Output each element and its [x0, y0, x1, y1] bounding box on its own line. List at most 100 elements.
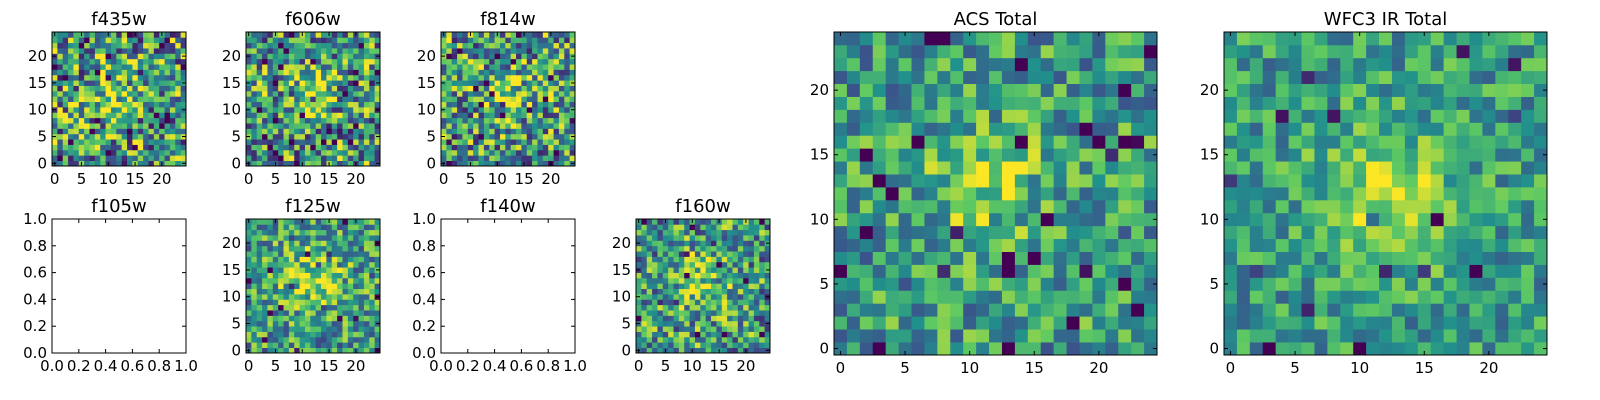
heatmap-cell: [764, 277, 771, 284]
heatmap-cell: [148, 90, 155, 97]
heatmap-cell: [467, 37, 474, 44]
x-tick-label: 15: [126, 170, 145, 188]
heatmap-cell: [1417, 161, 1432, 175]
heatmap-cell: [521, 107, 528, 113]
heatmap-cell: [310, 304, 317, 311]
heatmap-cell: [558, 133, 565, 140]
heatmap-cell: [564, 101, 570, 108]
heatmap-cell: [110, 160, 117, 167]
heatmap-cell: [110, 155, 117, 161]
heatmap-cell: [705, 294, 712, 300]
heatmap-cell: [256, 149, 263, 156]
heatmap-cell: [164, 144, 171, 151]
heatmap-cell: [1092, 187, 1106, 201]
heatmap-cell: [1508, 174, 1522, 188]
heatmap-cell: [321, 272, 327, 279]
heatmap-cell: [505, 32, 512, 38]
heatmap-cell: [1092, 225, 1106, 240]
heatmap-cell: [859, 122, 874, 136]
heatmap-cell: [1249, 135, 1264, 149]
heatmap-cell: [542, 123, 549, 129]
heatmap-cell: [89, 101, 96, 108]
heatmap-cell: [110, 144, 117, 151]
heatmap-cell: [1417, 316, 1432, 330]
heatmap-cell: [748, 288, 755, 295]
heatmap-cell: [153, 69, 160, 76]
heatmap-cell: [673, 342, 680, 348]
heatmap-cell: [705, 331, 712, 338]
heatmap-cell: [510, 101, 517, 108]
heatmap-cell: [1495, 329, 1509, 343]
heatmap-cell: [246, 336, 252, 343]
heatmap-cell: [950, 187, 964, 201]
heatmap-cell: [137, 96, 144, 103]
heatmap-cell: [116, 64, 123, 70]
heatmap-cell: [358, 288, 365, 295]
heatmap-cell: [363, 128, 370, 135]
heatmap-cell: [963, 277, 977, 291]
heatmap-cell: [911, 161, 925, 175]
heatmap-cell: [1118, 316, 1132, 330]
heatmap-cell: [116, 123, 123, 129]
heatmap-cell: [1495, 212, 1509, 227]
heatmap-cell: [641, 229, 648, 236]
heatmap-cell: [483, 144, 490, 151]
heatmap-cell: [1001, 187, 1016, 201]
heatmap-cell: [256, 139, 263, 145]
heatmap-cell: [483, 128, 490, 135]
heatmap-cell: [510, 144, 517, 151]
heatmap-cell: [737, 251, 744, 257]
heatmap-cell: [646, 267, 653, 273]
heatmap-cell: [1404, 316, 1419, 330]
heatmap-cell: [737, 256, 744, 263]
heatmap-cell: [78, 48, 85, 54]
heatmap-cell: [288, 101, 295, 108]
heatmap-cell: [267, 160, 274, 167]
heatmap-cell: [1379, 290, 1393, 304]
heatmap-cell: [748, 347, 755, 354]
heatmap-cell: [180, 90, 187, 97]
heatmap-cell: [885, 135, 899, 149]
heatmap-cell: [1053, 57, 1067, 72]
heatmap-cell: [1314, 57, 1328, 72]
heatmap-cell: [976, 238, 990, 252]
heatmap-cell: [1288, 57, 1302, 72]
heatmap-cell: [1327, 212, 1341, 227]
heatmap-cell: [94, 42, 101, 49]
heatmap-cell: [299, 336, 306, 343]
heatmap-cell: [859, 238, 874, 252]
heatmap-cell: [662, 224, 669, 231]
heatmap-cell: [288, 267, 295, 273]
heatmap-cell: [446, 144, 453, 151]
heatmap-cell: [1495, 225, 1509, 240]
x-tick-label: 5: [900, 359, 910, 377]
heatmap-cell: [169, 123, 176, 129]
heatmap-cell: [705, 267, 712, 273]
heatmap-cell: [553, 117, 560, 124]
heatmap-cell: [1014, 109, 1029, 123]
heatmap-cell: [180, 101, 187, 108]
heatmap-cell: [267, 74, 274, 81]
heatmap-cell: [1040, 109, 1054, 123]
heatmap-cell: [759, 229, 765, 236]
heatmap-cell: [283, 283, 290, 290]
heatmap-cell: [553, 139, 560, 145]
heatmap-cell: [1249, 329, 1264, 343]
heatmap-cell: [684, 272, 690, 279]
heatmap-cell: [283, 326, 290, 332]
heatmap-cell: [315, 112, 322, 119]
heatmap-cell: [451, 53, 458, 60]
heatmap-cell: [748, 251, 755, 257]
heatmap-cell: [363, 283, 370, 290]
heatmap-cell: [1340, 251, 1354, 265]
heatmap-cell: [537, 128, 544, 135]
heatmap-cell: [143, 96, 149, 103]
heatmap-cell: [358, 112, 365, 119]
heatmap-cell: [1534, 187, 1548, 201]
heatmap-cell: [299, 133, 306, 140]
heatmap-cell: [1340, 83, 1354, 97]
heatmap-cell: [137, 160, 144, 167]
heatmap-cell: [489, 37, 495, 44]
heatmap-cell: [326, 37, 333, 44]
